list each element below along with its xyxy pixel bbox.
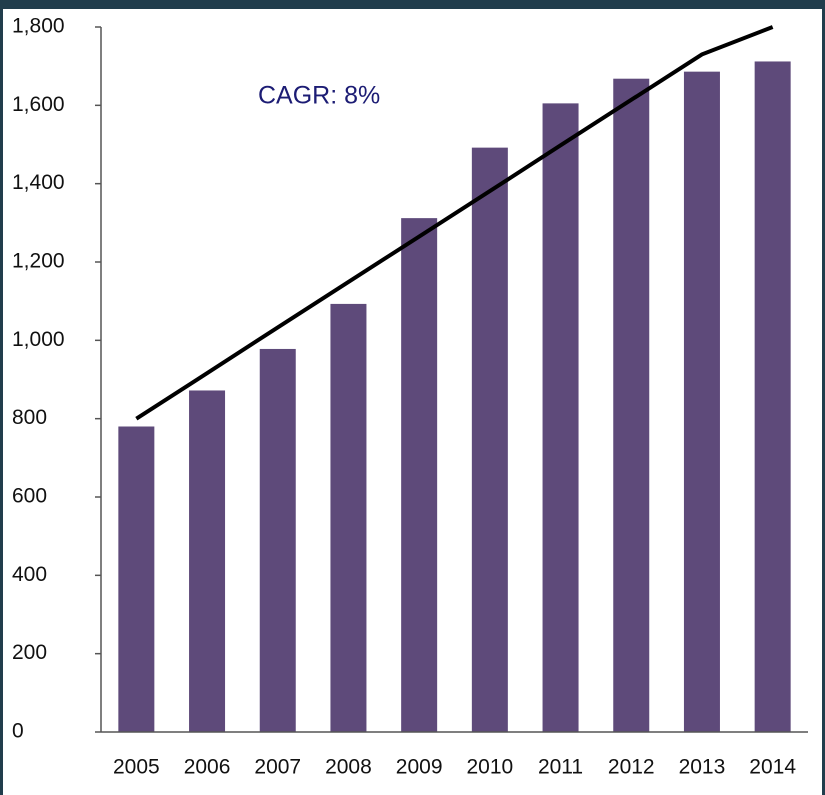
x-tick-label: 2006	[184, 756, 231, 779]
y-tick-label: 400	[12, 563, 47, 586]
frame-right	[822, 0, 825, 795]
y-tick-label: 600	[12, 485, 47, 508]
y-tick-label: 1,600	[12, 93, 65, 116]
bar	[259, 348, 296, 732]
x-tick-label: 2009	[396, 756, 443, 779]
y-tick-label: 1,400	[12, 171, 65, 194]
trend-line	[135, 25, 774, 421]
x-tick-label: 2010	[466, 756, 513, 779]
bar	[542, 103, 579, 732]
bar	[401, 218, 438, 733]
bar	[471, 147, 508, 733]
annotation: CAGR: 8%	[258, 82, 380, 110]
x-tick-label: 2014	[749, 756, 796, 779]
bar	[613, 78, 650, 732]
y-tick-label: 200	[12, 641, 47, 664]
x-tick-label: 2013	[679, 756, 726, 779]
x-tick-label: 2012	[608, 756, 655, 779]
frame-left	[0, 0, 3, 795]
frame-top	[0, 0, 825, 9]
bar	[118, 426, 155, 732]
y-tick-label: 0	[12, 720, 24, 743]
bar	[683, 71, 720, 732]
y-tick-label: 1,000	[12, 328, 65, 351]
y-tick-label: 1,800	[12, 15, 65, 38]
bar	[754, 61, 791, 732]
x-tick-label: 2008	[325, 756, 372, 779]
x-tick-label: 2005	[113, 756, 160, 779]
y-tick-label: 800	[12, 406, 47, 429]
bar	[330, 303, 367, 732]
x-tick-label: 2011	[538, 756, 583, 779]
x-tick-label: 2007	[254, 756, 301, 779]
y-tick-label: 1,200	[12, 250, 65, 273]
bar	[189, 390, 226, 732]
